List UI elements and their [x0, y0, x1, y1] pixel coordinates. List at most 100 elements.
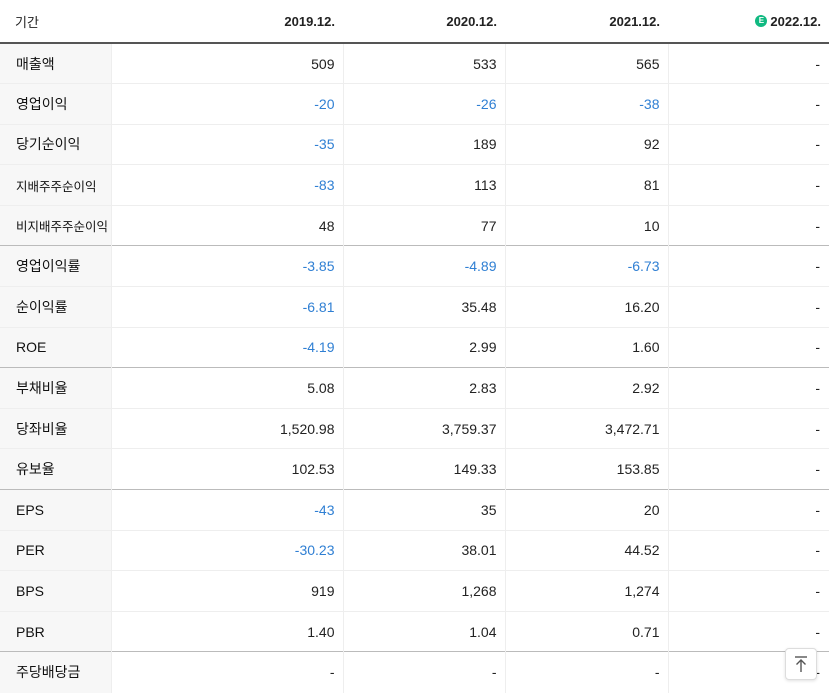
table-cell: 1,520.98: [110, 407, 343, 449]
table-cell: -3.85: [110, 245, 343, 287]
row-label: 지배주주순이익: [0, 164, 111, 206]
table-cell: -26: [342, 83, 505, 125]
row-label: 영업이익률: [0, 245, 111, 287]
table-cell: 1,268: [342, 570, 505, 612]
table-row: PBR 1.40 1.04 0.71 -: [0, 610, 829, 652]
table-cell: 2.99: [342, 326, 505, 368]
table-cell: -: [667, 245, 829, 287]
table-row: 매출액 509 533 565 -: [0, 43, 829, 84]
table-row: 영업이익 -20 -26 -38 -: [0, 83, 829, 125]
table-row: 순이익률 -6.81 35.48 16.20 -: [0, 286, 829, 328]
table-cell: 35.48: [342, 286, 505, 328]
table-cell: 3,759.37: [342, 407, 505, 449]
table-cell: 38.01: [342, 529, 505, 571]
table-row: PER -30.23 38.01 44.52 -: [0, 529, 829, 571]
table-cell: -4.89: [342, 245, 505, 287]
table-cell: -: [342, 651, 505, 693]
table-cell: 48: [110, 204, 343, 246]
estimate-badge-icon: E: [755, 15, 768, 28]
row-label: PBR: [0, 610, 111, 652]
table-cell: -43: [110, 489, 343, 531]
table-cell: 16.20: [504, 286, 668, 328]
table-cell: 509: [110, 43, 343, 84]
table-cell: 5.08: [110, 367, 343, 409]
table-row: 지배주주순이익 -83 113 81 -: [0, 164, 829, 206]
table-cell: 92: [504, 123, 668, 165]
table-row: 당기순이익 -35 189 92 -: [0, 123, 829, 165]
table-cell: 35: [342, 489, 505, 531]
table-cell: -: [667, 123, 829, 165]
table-cell: -: [667, 164, 829, 206]
table-cell: -83: [110, 164, 343, 206]
table-cell: -30.23: [110, 529, 343, 571]
table-cell: 1.40: [110, 610, 343, 652]
row-label: 당기순이익: [0, 123, 111, 165]
table-row: EPS -43 35 20 -: [0, 489, 829, 531]
table-row: 당좌비율 1,520.98 3,759.37 3,472.71 -: [0, 407, 829, 449]
row-label: PER: [0, 529, 111, 571]
table-cell: 919: [110, 570, 343, 612]
row-label: 매출액: [0, 43, 111, 84]
scroll-to-top-button[interactable]: [785, 648, 817, 680]
arrow-up-to-line-icon: [795, 656, 807, 672]
table-cell: -: [667, 83, 829, 125]
table-cell: -: [667, 367, 829, 409]
table-cell: -: [504, 651, 668, 693]
table-cell: -: [667, 286, 829, 328]
table-cell: 2.83: [342, 367, 505, 409]
table-cell: 1.04: [342, 610, 505, 652]
table-cell: 565: [504, 43, 668, 84]
period-header: 기간: [0, 0, 111, 44]
table-row: 유보율 102.53 149.33 153.85 -: [0, 448, 829, 490]
table-cell: 1,274: [504, 570, 668, 612]
row-label: EPS: [0, 489, 111, 531]
table-cell: 20: [504, 489, 668, 531]
table-row: 비지배주주순이익 48 77 10 -: [0, 204, 829, 246]
table-cell: -: [667, 489, 829, 531]
table-cell: -6.73: [504, 245, 668, 287]
row-label: 당좌비율: [0, 407, 111, 449]
table-cell: 81: [504, 164, 668, 206]
table-row: 영업이익률 -3.85 -4.89 -6.73 -: [0, 245, 829, 287]
table-cell: 77: [342, 204, 505, 246]
year-header: 2021.12.: [505, 0, 668, 44]
row-label: 주당배당금: [0, 651, 111, 693]
table-cell: 533: [342, 43, 505, 84]
table-cell: 44.52: [504, 529, 668, 571]
table-cell: -38: [504, 83, 668, 125]
row-label: 영업이익: [0, 83, 111, 125]
table-cell: -: [110, 651, 343, 693]
header-row: 기간 2019.12. 2020.12. 2021.12. E 2022.12.: [0, 0, 829, 44]
table-row: ROE -4.19 2.99 1.60 -: [0, 326, 829, 368]
table-cell: -: [667, 204, 829, 246]
table-row: 부채비율 5.08 2.83 2.92 -: [0, 367, 829, 409]
table-cell: -4.19: [110, 326, 343, 368]
table-cell: -: [667, 529, 829, 571]
year-header: 2019.12.: [111, 0, 343, 44]
table-cell: 1.60: [504, 326, 668, 368]
table-cell: 149.33: [342, 448, 505, 490]
year-header: 2020.12.: [343, 0, 505, 44]
table-row: BPS 919 1,268 1,274 -: [0, 570, 829, 612]
table-row: 주당배당금 - - - -: [0, 651, 829, 693]
table-cell: 189: [342, 123, 505, 165]
row-label: 유보율: [0, 448, 111, 490]
table-cell: 3,472.71: [504, 407, 668, 449]
row-label: BPS: [0, 570, 111, 612]
table-cell: 10: [504, 204, 668, 246]
table-cell: -: [667, 43, 829, 84]
table-cell: -20: [110, 83, 343, 125]
row-label: 순이익률: [0, 286, 111, 328]
table-cell: 2.92: [504, 367, 668, 409]
table-cell: -6.81: [110, 286, 343, 328]
year-header-label: 2022.12.: [770, 13, 821, 29]
table-cell: -: [667, 570, 829, 612]
row-label: 부채비율: [0, 367, 111, 409]
table-cell: -: [667, 610, 829, 652]
row-label: 비지배주주순이익: [0, 204, 111, 246]
table-cell: 113: [342, 164, 505, 206]
table-cell: -: [667, 407, 829, 449]
table-cell: -: [667, 326, 829, 368]
table-cell: 102.53: [110, 448, 343, 490]
